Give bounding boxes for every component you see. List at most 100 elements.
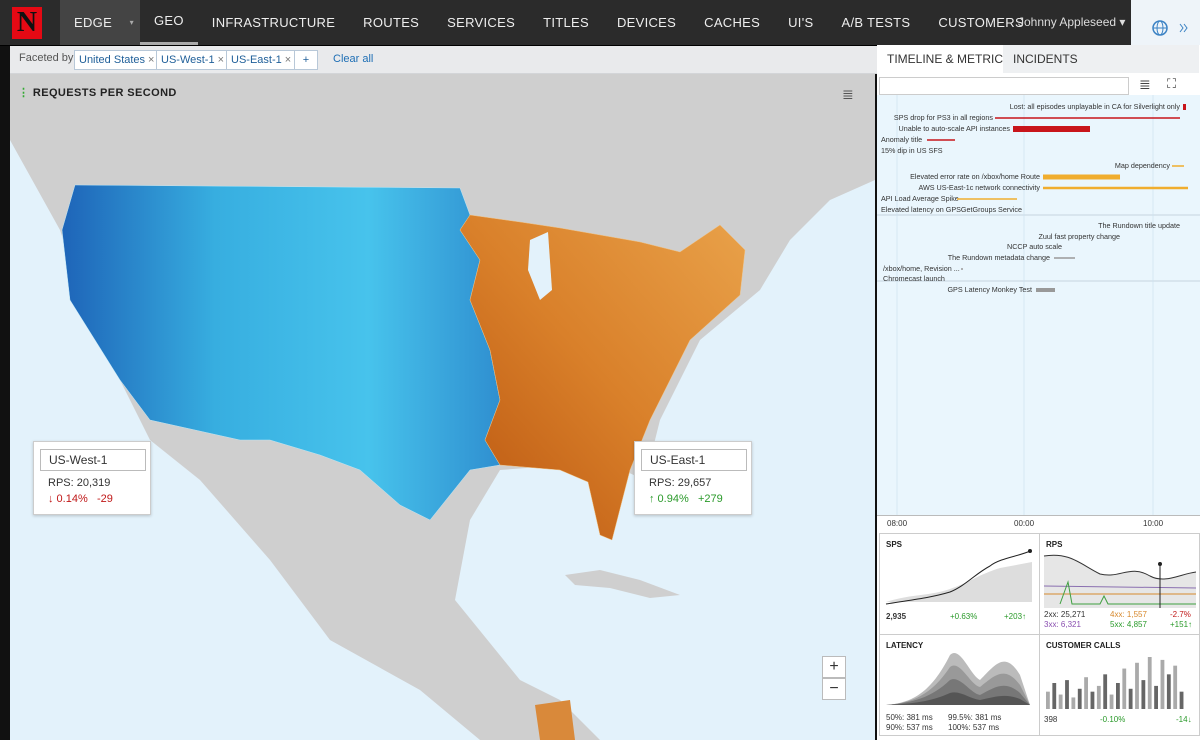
lake <box>528 232 552 300</box>
metric-title: RPS <box>1046 540 1063 549</box>
timeline-event[interactable]: Elevated error rate on /xbox/home Route <box>910 172 1040 181</box>
event-bar[interactable] <box>1013 126 1090 132</box>
region-card[interactable]: US-West-1 RPS: 20,319 ↓ 0.14% -29 <box>33 441 151 515</box>
call-bar <box>1147 657 1152 709</box>
event-bar[interactable] <box>1183 104 1186 110</box>
timeline-event[interactable]: Map dependency <box>1115 161 1171 170</box>
timeline-event[interactable]: The Rundown metadata change <box>948 253 1050 262</box>
delta: -29 <box>97 493 113 505</box>
logo[interactable]: N <box>12 7 42 39</box>
latency-waves <box>886 652 1030 705</box>
globe-icon[interactable] <box>1131 0 1200 45</box>
event-bar[interactable] <box>957 198 1017 200</box>
filter-chip[interactable]: US-West-1 × <box>156 50 230 70</box>
chip-remove[interactable]: × <box>148 54 155 66</box>
clear-all[interactable]: Clear all <box>333 53 374 65</box>
nav-item[interactable]: CACHES <box>704 15 761 30</box>
timeline-event[interactable]: NCCP auto scale <box>1007 242 1062 251</box>
timeline-marks: Lost: all episodes unplayable in CA for … <box>877 95 1200 515</box>
event-bar[interactable] <box>927 139 955 141</box>
metric-row: -2.7% <box>1170 610 1191 619</box>
zoom-out[interactable]: − <box>822 678 846 700</box>
nav-item[interactable]: A/B TESTS <box>841 15 911 30</box>
nav-item[interactable]: EDGE ▾ <box>60 0 140 45</box>
event-bar[interactable] <box>1054 257 1075 259</box>
region-card[interactable]: US-East-1 RPS: 29,657 ↑ 0.94% +279 <box>634 441 752 515</box>
region-east <box>459 214 746 541</box>
search-input[interactable] <box>879 77 1129 95</box>
timeline-event[interactable]: The Rundown title update <box>1098 221 1180 230</box>
fit-button[interactable]: ⛶ <box>1167 76 1177 91</box>
call-bar <box>1128 688 1133 709</box>
call-bar <box>1071 697 1076 709</box>
metric-card[interactable]: CUSTOMER CALLS 398 -0.10% -14↓ <box>1039 634 1200 736</box>
metric-delta: +203↑ <box>1004 612 1027 621</box>
metric-card[interactable]: RPS 2xx: 25,271 4xx: 1,557 -2.7% 3xx: 6,… <box>1039 533 1200 635</box>
timeline-event[interactable]: Chromecast launch <box>883 274 945 283</box>
nav-item[interactable]: ROUTES <box>363 15 420 30</box>
chip-remove[interactable]: × <box>284 54 292 66</box>
top-nav: N EDGE ▾ GEO INFRASTRUCTURE ROUTES SERVICES TI… <box>0 0 1200 46</box>
tab[interactable]: TIMELINE & METRICS <box>877 45 1022 75</box>
metric-card[interactable]: SPS 2,935 +0.63% +203↑ <box>879 533 1040 635</box>
nav-item[interactable]: UI'S <box>788 15 814 30</box>
timeline-event[interactable]: 15% dip in US SFS <box>881 146 943 155</box>
call-bar <box>1154 685 1158 709</box>
add-filter[interactable]: + <box>294 50 318 70</box>
zoom-in[interactable]: + <box>822 656 846 678</box>
chip-remove[interactable]: × <box>217 54 225 66</box>
timeline-event[interactable]: Unable to auto-scale API instances <box>899 124 1011 133</box>
list-button[interactable]: ≣ <box>1139 76 1151 92</box>
nav-item[interactable]: SERVICES <box>447 15 516 30</box>
metric-card[interactable]: LATENCY 50%: 381 ms 99.5%: 381 ms 90%: 5… <box>879 634 1040 736</box>
metric-row: 99.5%: 381 ms <box>948 713 1002 722</box>
change: ↓ 0.14% <box>48 493 88 505</box>
nav-item[interactable]: INFRASTRUCTURE <box>211 15 336 30</box>
calls-bars <box>1046 657 1184 709</box>
rps: RPS: 20,319 <box>48 477 111 489</box>
event-bar[interactable] <box>961 268 963 270</box>
delta: +279 <box>698 493 723 505</box>
event-bar[interactable] <box>1043 186 1188 190</box>
timeline-event[interactable]: API Load Average Spike <box>881 194 959 203</box>
event-bar[interactable] <box>1036 288 1055 292</box>
metric-row: 100%: 537 ms <box>948 723 1000 732</box>
nav-item[interactable]: TITLES <box>543 15 589 30</box>
region-name: US-East-1 <box>641 449 747 471</box>
call-bar <box>1103 674 1108 709</box>
timeline-event[interactable]: Lost: all episodes unplayable in CA for … <box>1010 102 1181 111</box>
map-area: ⋮ REQUESTS PER SECOND ≣ US-West-1 RPS: 2… <box>10 74 875 740</box>
metric-row: 4xx: 1,557 <box>1110 610 1147 619</box>
nav-item[interactable]: GEO <box>140 0 198 45</box>
nav-item[interactable]: CUSTOMERS <box>938 15 1024 30</box>
timeline-event[interactable]: SPS drop for PS3 in all regions <box>894 113 993 122</box>
timeline-event[interactable]: AWS US-East-1c network connectivity <box>918 183 1040 192</box>
call-bar <box>1179 691 1184 709</box>
metric-value: 2,935 <box>886 612 907 621</box>
timeline-event[interactable]: /xbox/home, Revision ... <box>883 264 960 273</box>
metric-row: +151↑ <box>1170 620 1193 629</box>
call-bar <box>1046 691 1050 709</box>
timeline-event[interactable]: Elevated latency on GPSGetGroups Service <box>881 205 1022 214</box>
tab[interactable]: INCIDENTS <box>1003 45 1199 73</box>
timeline-event[interactable]: GPS Latency Monkey Test <box>947 285 1032 294</box>
map[interactable] <box>10 74 875 740</box>
user-menu[interactable]: Johnny Appleseed ▾ <box>1018 15 1126 29</box>
map-menu[interactable]: ≣ <box>842 86 854 102</box>
nav-item[interactable]: DEVICES <box>616 15 677 30</box>
event-bar[interactable] <box>1043 174 1120 180</box>
call-bar <box>1090 691 1095 709</box>
timeline-event[interactable]: Anomaly title <box>881 135 922 144</box>
filter-bar: Faceted by: United States × US-West-1 × US-E… <box>10 46 877 74</box>
filter-chip[interactable]: United States × <box>74 50 160 70</box>
event-bar[interactable] <box>1172 165 1184 167</box>
filter-chip[interactable]: US-East-1 × <box>226 50 297 70</box>
event-bar[interactable] <box>995 117 1180 119</box>
metric-row: 2xx: 25,271 <box>1044 610 1086 619</box>
time-axis: 08:00 00:00 10:00 <box>877 515 1200 532</box>
timeline-event[interactable]: Zuul fast property change <box>1038 232 1120 241</box>
user-name[interactable]: Johnny Appleseed <box>1018 15 1117 29</box>
metric-change: +0.63% <box>950 612 978 621</box>
